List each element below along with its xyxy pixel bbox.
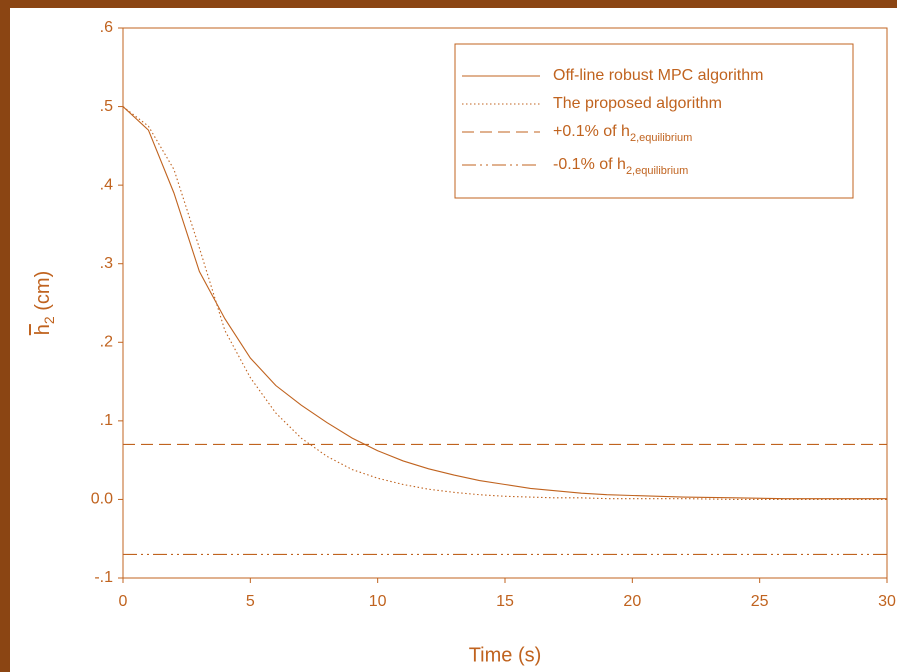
y-tick-label: .6 <box>100 19 113 36</box>
y-tick-label: .2 <box>100 334 113 351</box>
left-border <box>0 0 10 672</box>
y-axis-label-unit: (cm) <box>32 271 54 317</box>
y-tick-label: .1 <box>100 412 113 429</box>
x-tick-label: 0 <box>119 593 128 610</box>
legend-label: The proposed algorithm <box>553 95 722 112</box>
legend-label: Off-line robust MPC algorithm <box>553 67 763 84</box>
y-axis-label-text: h <box>32 324 54 335</box>
y-tick-label: .5 <box>100 98 113 115</box>
y-axis-label-sub: 2 <box>41 316 57 324</box>
series-line <box>122 106 887 500</box>
x-axis-label: Time (s) <box>469 644 542 666</box>
y-tick-label: 0.0 <box>91 491 113 508</box>
legend-box <box>454 43 854 199</box>
top-border <box>0 0 897 8</box>
x-tick-label: 30 <box>878 593 896 610</box>
legend-subscript: 2,equilibrium <box>626 165 688 177</box>
y-tick-label: .4 <box>100 176 113 193</box>
legend-name: The proposed algorithm <box>553 95 722 112</box>
legend-subscript: 2,equilibrium <box>630 132 692 144</box>
legend-name: -0.1% of h <box>553 156 626 173</box>
x-tick-label: 25 <box>751 593 769 610</box>
x-tick-label: 5 <box>246 593 255 610</box>
legend-name: +0.1% of h <box>553 123 630 140</box>
legend-label: -0.1% of h2,equilibrium <box>553 156 688 177</box>
x-tick-label: 10 <box>369 593 387 610</box>
legend-name: Off-line robust MPC algorithm <box>553 67 763 84</box>
x-tick-label: 15 <box>496 593 514 610</box>
y-tick-label: .3 <box>100 255 113 272</box>
y-axis-label: h2 (cm) <box>32 271 56 335</box>
legend-label: +0.1% of h2,equilibrium <box>553 123 692 144</box>
y-tick-label: -.1 <box>94 569 113 586</box>
series-line <box>122 106 887 500</box>
x-tick-label: 20 <box>623 593 641 610</box>
